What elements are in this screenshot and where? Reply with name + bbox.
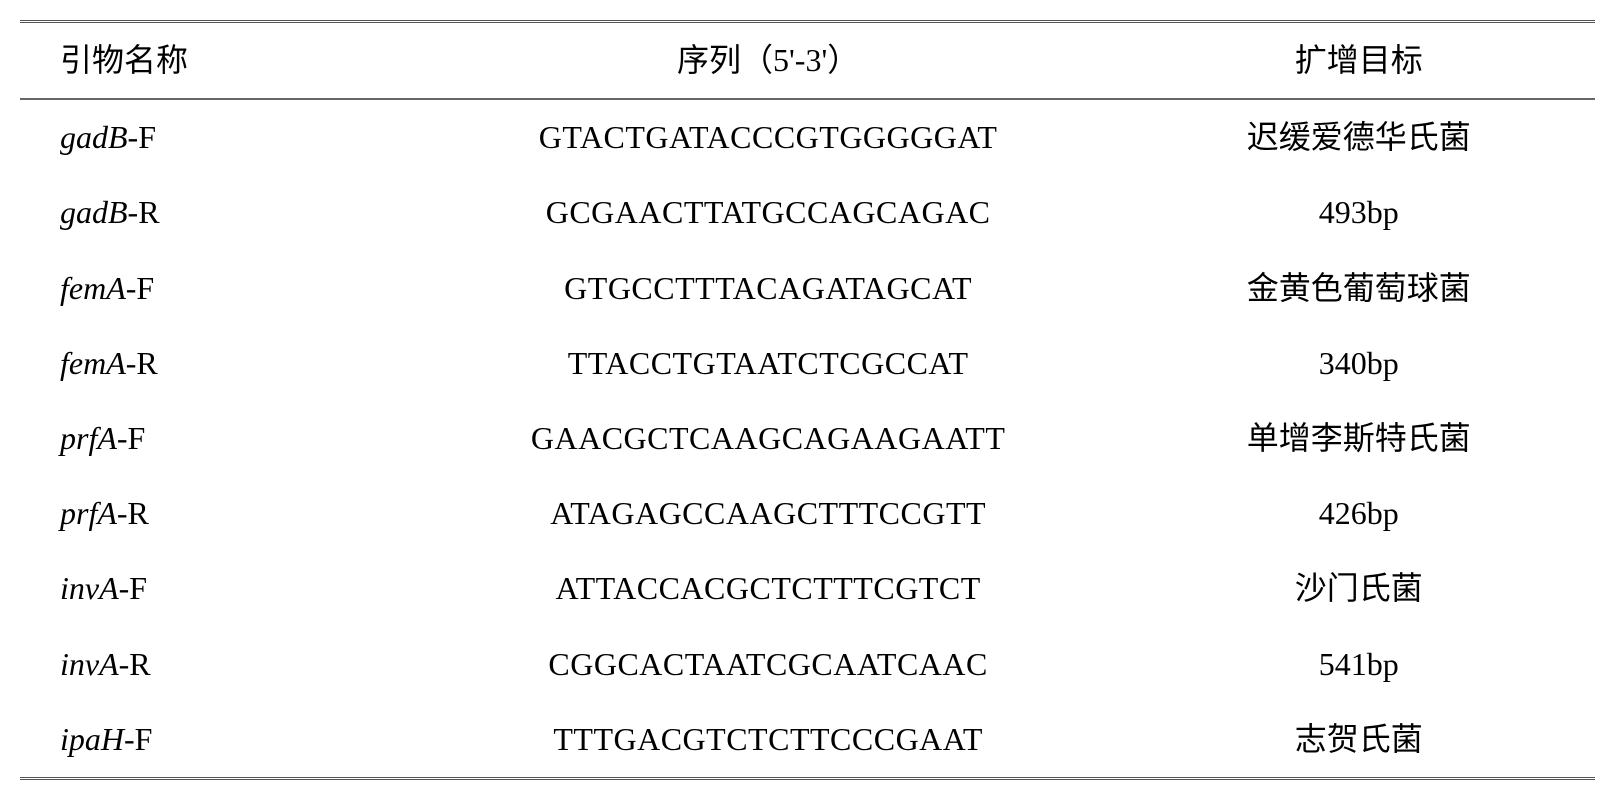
- primer-suffix: -F: [126, 270, 154, 306]
- cell-target: 迟缓爱德华氏菌: [1123, 99, 1596, 175]
- table-row: ipaH-FTTTGACGTCTCTTCCCGAAT志贺氏菌: [20, 702, 1595, 779]
- cell-target: 541bp: [1123, 627, 1596, 702]
- cell-primer-name: femA-R: [20, 326, 414, 401]
- header-sequence: 序列（5'-3'）: [414, 22, 1123, 100]
- table-row: prfA-RATAGAGCCAAGCTTTCCGTT426bp: [20, 476, 1595, 551]
- cell-sequence: GTGCCTTTACAGATAGCAT: [414, 251, 1123, 326]
- primer-gene-name: invA: [60, 646, 119, 682]
- cell-sequence: TTTGACGTCTCTTCCCGAAT: [414, 702, 1123, 779]
- primer-table-container: 引物名称 序列（5'-3'） 扩增目标 gadB-FGTACTGATACCCGT…: [20, 20, 1595, 780]
- cell-target: 沙门氏菌: [1123, 551, 1596, 626]
- primer-suffix: -F: [124, 721, 152, 757]
- cell-primer-name: prfA-R: [20, 476, 414, 551]
- cell-primer-name: ipaH-F: [20, 702, 414, 779]
- primer-suffix: -R: [126, 345, 158, 381]
- primer-table: 引物名称 序列（5'-3'） 扩增目标 gadB-FGTACTGATACCCGT…: [20, 20, 1595, 780]
- cell-sequence: ATTACCACGCTCTTTCGTCT: [414, 551, 1123, 626]
- cell-primer-name: invA-F: [20, 551, 414, 626]
- table-row: gadB-FGTACTGATACCCGTGGGGGAT迟缓爱德华氏菌: [20, 99, 1595, 175]
- table-row: prfA-FGAACGCTCAAGCAGAAGAATT单增李斯特氏菌: [20, 401, 1595, 476]
- cell-sequence: GTACTGATACCCGTGGGGGAT: [414, 99, 1123, 175]
- primer-gene-name: prfA: [60, 495, 117, 531]
- table-row: invA-FATTACCACGCTCTTTCGTCT沙门氏菌: [20, 551, 1595, 626]
- table-row: invA-RCGGCACTAATCGCAATCAAC541bp: [20, 627, 1595, 702]
- cell-sequence: GCGAACTTATGCCAGCAGAC: [414, 175, 1123, 250]
- table-row: femA-FGTGCCTTTACAGATAGCAT金黄色葡萄球菌: [20, 251, 1595, 326]
- primer-gene-name: prfA: [60, 420, 117, 456]
- primer-gene-name: gadB: [60, 194, 128, 230]
- primer-gene-name: ipaH: [60, 721, 124, 757]
- cell-primer-name: femA-F: [20, 251, 414, 326]
- table-header-row: 引物名称 序列（5'-3'） 扩增目标: [20, 22, 1595, 100]
- cell-sequence: ATAGAGCCAAGCTTTCCGTT: [414, 476, 1123, 551]
- primer-suffix: -F: [128, 119, 156, 155]
- primer-suffix: -R: [128, 194, 160, 230]
- header-primer-name: 引物名称: [20, 22, 414, 100]
- primer-suffix: -F: [117, 420, 145, 456]
- cell-primer-name: invA-R: [20, 627, 414, 702]
- table-body: gadB-FGTACTGATACCCGTGGGGGAT迟缓爱德华氏菌gadB-R…: [20, 99, 1595, 778]
- table-row: femA-RTTACCTGTAATCTCGCCAT340bp: [20, 326, 1595, 401]
- primer-gene-name: femA: [60, 270, 126, 306]
- header-target: 扩增目标: [1123, 22, 1596, 100]
- primer-suffix: -F: [119, 570, 147, 606]
- cell-target: 金黄色葡萄球菌: [1123, 251, 1596, 326]
- table-row: gadB-RGCGAACTTATGCCAGCAGAC493bp: [20, 175, 1595, 250]
- cell-sequence: CGGCACTAATCGCAATCAAC: [414, 627, 1123, 702]
- primer-gene-name: invA: [60, 570, 119, 606]
- cell-sequence: TTACCTGTAATCTCGCCAT: [414, 326, 1123, 401]
- primer-suffix: -R: [117, 495, 149, 531]
- primer-gene-name: femA: [60, 345, 126, 381]
- primer-suffix: -R: [119, 646, 151, 682]
- cell-sequence: GAACGCTCAAGCAGAAGAATT: [414, 401, 1123, 476]
- primer-gene-name: gadB: [60, 119, 128, 155]
- cell-primer-name: prfA-F: [20, 401, 414, 476]
- cell-target: 426bp: [1123, 476, 1596, 551]
- cell-primer-name: gadB-R: [20, 175, 414, 250]
- cell-target: 志贺氏菌: [1123, 702, 1596, 779]
- cell-primer-name: gadB-F: [20, 99, 414, 175]
- cell-target: 单增李斯特氏菌: [1123, 401, 1596, 476]
- cell-target: 340bp: [1123, 326, 1596, 401]
- cell-target: 493bp: [1123, 175, 1596, 250]
